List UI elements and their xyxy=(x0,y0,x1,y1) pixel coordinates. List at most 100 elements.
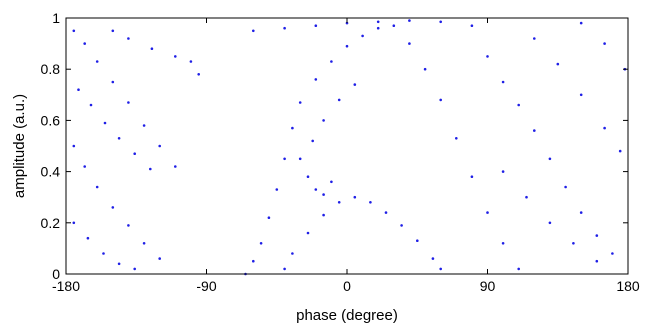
data-point xyxy=(150,47,154,50)
data-point xyxy=(384,211,388,214)
plot-frame xyxy=(65,17,629,275)
data-point xyxy=(400,224,403,227)
data-point xyxy=(72,221,76,225)
data-point xyxy=(322,213,325,217)
data-point xyxy=(298,157,302,161)
data-point xyxy=(501,170,505,173)
data-point xyxy=(533,129,536,132)
data-point xyxy=(117,137,121,140)
data-point xyxy=(322,193,325,196)
data-point xyxy=(95,185,99,189)
data-point xyxy=(174,165,177,168)
data-point xyxy=(345,44,349,48)
data-point xyxy=(517,267,520,271)
data-point xyxy=(439,98,443,102)
data-point xyxy=(564,185,567,189)
data-point xyxy=(369,201,372,204)
data-point xyxy=(103,121,107,125)
data-point xyxy=(408,19,411,22)
data-point xyxy=(142,124,146,127)
data-point xyxy=(133,152,136,155)
data-point xyxy=(86,236,90,240)
data-point xyxy=(353,195,357,199)
data-point xyxy=(611,252,614,255)
data-point xyxy=(470,24,474,28)
data-point xyxy=(111,206,115,209)
data-point xyxy=(408,42,411,45)
data-point xyxy=(267,216,271,219)
data-point xyxy=(533,37,536,40)
data-point xyxy=(72,29,76,33)
data-point xyxy=(345,21,349,25)
data-point xyxy=(423,67,427,71)
data-point xyxy=(149,167,152,171)
data-point xyxy=(470,175,474,178)
data-point xyxy=(501,80,505,84)
data-point xyxy=(330,180,333,184)
x-tick-label: -180 xyxy=(52,278,80,294)
data-point xyxy=(618,149,622,153)
data-point xyxy=(311,139,315,143)
data-point xyxy=(431,257,435,260)
data-point xyxy=(127,101,130,104)
data-point xyxy=(439,20,443,24)
data-point xyxy=(337,98,341,102)
data-point xyxy=(603,42,606,45)
data-point xyxy=(361,34,364,38)
data-point xyxy=(376,26,380,30)
data-point xyxy=(548,221,552,225)
data-point xyxy=(306,231,310,235)
data-point xyxy=(142,242,146,245)
data-point xyxy=(102,252,105,255)
data-point xyxy=(392,24,396,28)
data-point xyxy=(525,195,528,199)
data-points xyxy=(72,19,627,276)
data-point xyxy=(77,88,80,91)
data-point xyxy=(314,24,318,28)
data-point xyxy=(556,62,560,66)
x-tick-label: 90 xyxy=(480,278,496,294)
data-point xyxy=(127,224,130,227)
data-point xyxy=(517,103,520,107)
data-point xyxy=(439,267,443,271)
data-point xyxy=(83,165,86,168)
y-tick-label: 0.6 xyxy=(41,112,61,128)
data-point xyxy=(259,242,263,245)
data-point xyxy=(306,175,310,178)
data-point xyxy=(330,60,333,63)
y-tick-label: 0.2 xyxy=(41,215,61,231)
data-point xyxy=(548,157,552,161)
data-point xyxy=(197,73,200,76)
data-point xyxy=(595,234,599,237)
data-point xyxy=(72,144,76,148)
axis-ticks: -180 -90 0 90 180 0 0.2 0.4 0.6 0.8 1 xyxy=(41,10,640,294)
data-point xyxy=(283,157,286,161)
data-point xyxy=(416,239,419,242)
y-tick-label: 0 xyxy=(52,266,60,282)
data-point xyxy=(283,267,286,271)
data-point xyxy=(298,101,302,104)
data-point xyxy=(158,257,161,260)
y-tick-label: 0.4 xyxy=(41,164,61,180)
data-point xyxy=(127,37,130,40)
x-axis-title: phase (degree) xyxy=(296,307,398,324)
data-point xyxy=(314,78,318,81)
data-point xyxy=(376,20,380,24)
data-point xyxy=(579,21,583,25)
data-point xyxy=(117,262,121,266)
data-point xyxy=(486,211,489,214)
data-point xyxy=(95,60,99,63)
data-point xyxy=(291,252,294,255)
data-point xyxy=(158,144,161,148)
y-tick-label: 0.8 xyxy=(41,61,61,77)
data-point xyxy=(314,188,318,191)
y-axis-title: amplitude (a.u.) xyxy=(11,94,28,198)
y-tick-label: 1 xyxy=(52,10,60,26)
data-point xyxy=(189,60,193,63)
data-point xyxy=(174,55,177,58)
data-point xyxy=(455,137,458,140)
data-point xyxy=(83,42,86,45)
data-point xyxy=(486,55,489,58)
x-tick-label: -90 xyxy=(196,278,216,294)
data-point xyxy=(337,201,341,204)
